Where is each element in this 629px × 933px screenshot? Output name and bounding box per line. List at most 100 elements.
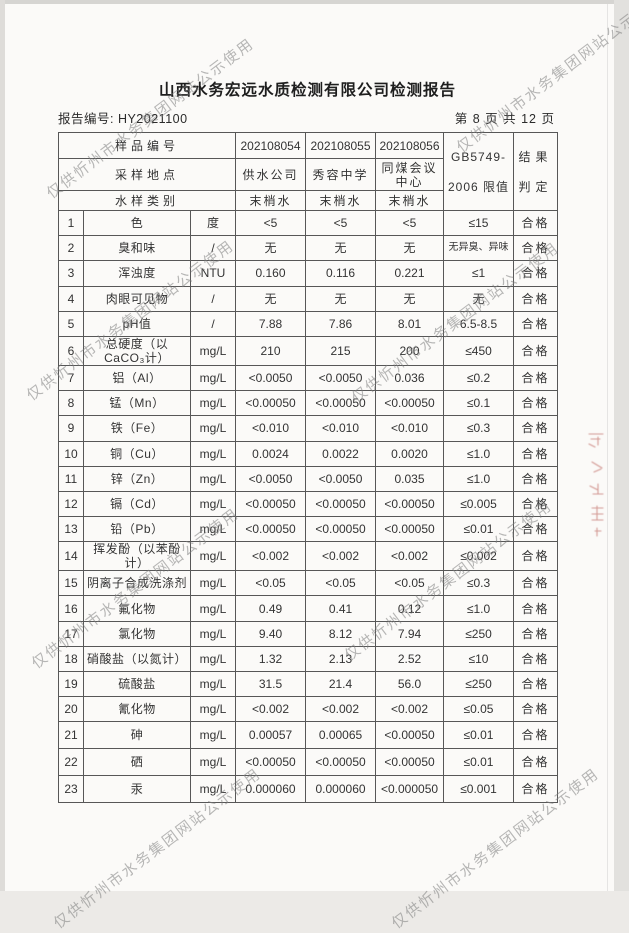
- unit: mg/L: [189, 570, 237, 597]
- unit: mg/L: [189, 440, 237, 467]
- location-2: 秀容中学: [305, 158, 377, 191]
- sample2-value: <0.05: [305, 570, 377, 597]
- sample2-value: 0.000060: [305, 775, 377, 804]
- unit: mg/L: [189, 696, 237, 723]
- item-name: 氰化物: [83, 696, 191, 723]
- table-row: 2 臭和味 / 无无无无异臭、异味 合格: [58, 235, 559, 262]
- unit: /: [189, 285, 237, 312]
- limit-value: ≤0.001: [443, 775, 515, 804]
- limit-header-line1: GB5749-: [451, 149, 507, 164]
- item-name: 砷: [83, 721, 191, 750]
- sample2-value: <0.00050: [305, 390, 377, 417]
- item-name: 氯化物: [83, 620, 191, 647]
- table-row: 20 氰化物 mg/L <0.002 <0.002 <0.002 ≤0.05 合格: [58, 696, 559, 723]
- sample3-value: 200: [375, 335, 445, 366]
- item-name: 硒: [83, 748, 191, 777]
- table-row: 13 铅（Pb） mg/L <0.00050 <0.00050 <0.00050 ≤0.01…: [58, 516, 559, 543]
- report-title: 山西水务宏远水质检测有限公司检测报告: [158, 82, 456, 99]
- limit-value: 无: [443, 285, 515, 312]
- sample1-value: 31.5: [235, 670, 307, 698]
- item-name: 汞: [83, 775, 191, 804]
- sample3-value: <5: [375, 209, 445, 237]
- sample3-value: <0.00050: [375, 748, 445, 777]
- row-number: 18: [58, 645, 84, 673]
- result-judgment: 合格: [513, 335, 559, 366]
- item-name: 氟化物: [83, 595, 191, 622]
- limit-column-header: GB5749- 2006 限值: [443, 132, 515, 211]
- table-row: 7 铝（Al） mg/L <0.0050 <0.0050 0.036 ≤0.2 合格: [58, 364, 559, 392]
- table-row: 4 肉眼可见物 / 无无无无合格: [58, 285, 559, 312]
- table-row: 1 色度 <5 <5 <5 ≤15 合格: [58, 209, 559, 237]
- limit-value: ≤0.01: [443, 748, 515, 777]
- result-judgment: 合格: [513, 696, 559, 723]
- sample-type-2: 末梢水: [305, 190, 377, 211]
- result-judgment: 合格: [513, 209, 559, 237]
- sample2-value: 无: [305, 235, 377, 262]
- sample3-value: 0.12: [375, 595, 445, 622]
- sample1-value: <0.00050: [235, 516, 307, 543]
- sample3-value: 56.0: [375, 670, 445, 698]
- sample2-value: <0.002: [305, 541, 377, 572]
- item-name: 镉（Cd）: [83, 490, 191, 518]
- unit: /: [189, 310, 237, 337]
- item-name: 臭和味: [83, 235, 191, 262]
- row-number: 6: [58, 335, 84, 366]
- location-label: 采样地点: [57, 158, 237, 191]
- red-seal-fragment-icon: [588, 433, 604, 537]
- limit-value: ≤0.01: [443, 516, 515, 543]
- row-number: 1: [58, 209, 84, 237]
- table-row: 6 总硬度（以CaCO₃计） mg/L 210 215 200 ≤450 合格: [58, 335, 559, 366]
- result-judgment: 合格: [513, 748, 559, 777]
- table-row: 23 汞 mg/L 0.000060 0.000060 <0.000050 ≤0.001 合格: [58, 775, 559, 804]
- limit-header-line2: 2006 限值: [448, 179, 510, 194]
- sample2-value: <0.0050: [305, 364, 377, 392]
- row-number: 15: [58, 570, 84, 597]
- sample1-value: 1.32: [235, 645, 307, 673]
- row-number: 4: [58, 285, 84, 312]
- table-row: 22 硒 mg/L <0.00050 <0.00050 <0.00050 ≤0.01 合格: [58, 748, 559, 777]
- sample2-value: 7.86: [305, 310, 377, 337]
- unit: mg/L: [189, 415, 237, 442]
- sample2-value: <0.0050: [305, 465, 377, 492]
- row-number: 8: [58, 390, 84, 417]
- sample1-value: <5: [235, 209, 307, 237]
- unit: mg/L: [189, 390, 237, 417]
- row-number: 14: [58, 541, 84, 572]
- item-name: 锰（Mn）: [83, 390, 191, 417]
- unit: mg/L: [189, 775, 237, 804]
- sample1-value: <0.010: [235, 415, 307, 442]
- table-row: 21 砷 mg/L 0.00057 0.00065 <0.00050 ≤0.01 合格: [58, 721, 559, 750]
- sample2-value: 8.12: [305, 620, 377, 647]
- sample1-value: 9.40: [235, 620, 307, 647]
- table-row: 15 阴离子合成洗涤剂 mg/L <0.05 <0.05 <0.05 ≤0.3 合格: [58, 570, 559, 597]
- sample2-value: 215: [305, 335, 377, 366]
- item-name: 铅（Pb）: [83, 516, 191, 543]
- unit: mg/L: [189, 516, 237, 543]
- result-column-header: 结果 判定: [513, 132, 559, 211]
- item-name: 硫酸盐: [83, 670, 191, 698]
- limit-value: ≤450: [443, 335, 515, 366]
- table-row: 9 铁（Fe） mg/L <0.010 <0.010 <0.010 ≤0.3 合格: [58, 415, 559, 442]
- result-judgment: 合格: [513, 595, 559, 622]
- sample1-value: 无: [235, 235, 307, 262]
- sample1-value: <0.0050: [235, 364, 307, 392]
- table-row: 14 挥发酚（以苯酚计） mg/L <0.002 <0.002 <0.002 ≤0.002 合…: [58, 541, 559, 572]
- result-judgment: 合格: [513, 516, 559, 543]
- limit-value: ≤0.01: [443, 721, 515, 750]
- result-judgment: 合格: [513, 541, 559, 572]
- row-number: 21: [58, 721, 84, 750]
- table-row: 18 硝酸盐（以氮计） mg/L 1.32 2.13 2.52 ≤10 合格: [58, 645, 559, 673]
- limit-value: ≤10: [443, 645, 515, 673]
- unit: mg/L: [189, 595, 237, 622]
- report-meta-row: 报告编号: HY2021100 第 8 页 共 12 页: [58, 108, 557, 126]
- item-name: 总硬度（以CaCO₃计）: [83, 335, 191, 366]
- result-judgment: 合格: [513, 235, 559, 262]
- result-header-line2: 判定: [518, 179, 553, 194]
- sample3-value: 无: [375, 285, 445, 312]
- sample1-value: 0.000060: [235, 775, 307, 804]
- result-judgment: 合格: [513, 364, 559, 392]
- header-row-sample-type: 水样类别 末梢水 末梢水 末梢水: [57, 190, 558, 211]
- table-row: 11 锌（Zn） mg/L <0.0050 <0.0050 0.035 ≤1.0 合格: [58, 465, 559, 492]
- table-row: 10 铜（Cu） mg/L 0.0024 0.0022 0.0020 ≤1.0 合格: [58, 440, 559, 467]
- unit: mg/L: [189, 748, 237, 777]
